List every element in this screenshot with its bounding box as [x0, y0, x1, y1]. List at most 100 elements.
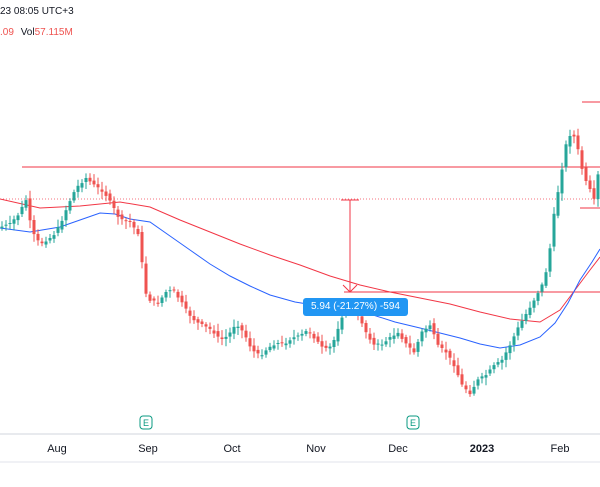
candle-body — [584, 167, 588, 181]
candle — [308, 327, 312, 339]
candle-body — [392, 335, 396, 339]
candle-body — [0, 226, 4, 228]
candle-body — [196, 319, 200, 323]
candle-body — [568, 136, 572, 147]
candle — [376, 339, 380, 351]
candle-body — [388, 337, 392, 340]
candle — [260, 349, 264, 360]
x-tick-label: Aug — [47, 443, 67, 455]
earnings-event-icon: E — [410, 418, 416, 428]
candle — [408, 335, 412, 355]
candle-body — [320, 341, 324, 347]
candle-body — [252, 345, 256, 352]
candle — [372, 332, 376, 350]
candle-body — [596, 174, 600, 200]
candle-body — [24, 200, 28, 208]
candle-body — [424, 328, 428, 333]
candle-body — [136, 229, 140, 235]
candle — [272, 340, 276, 351]
candle-body — [544, 272, 548, 286]
candle — [52, 231, 56, 243]
candle — [320, 334, 324, 354]
candle-body — [268, 346, 272, 351]
candle — [500, 355, 504, 370]
candle — [280, 335, 284, 347]
candle — [504, 347, 508, 368]
candle-body — [500, 359, 504, 363]
header-close: .09 — [0, 27, 14, 38]
candle — [88, 173, 92, 185]
price-range-measure[interactable] — [341, 199, 359, 293]
candle-body — [260, 355, 264, 357]
candle — [284, 337, 288, 350]
candle-body — [140, 232, 144, 263]
candle-body — [160, 297, 164, 303]
candle-body — [564, 144, 568, 168]
candle — [216, 323, 220, 343]
candle — [512, 332, 516, 352]
candle-body — [208, 326, 212, 329]
candle-body — [436, 333, 440, 345]
candle-body — [76, 185, 80, 192]
candle-body — [80, 183, 84, 188]
candle-body — [444, 349, 448, 353]
candle-body — [384, 341, 388, 345]
candle — [268, 342, 272, 353]
moving-averages — [0, 198, 600, 349]
candle-body — [588, 180, 592, 189]
candle — [136, 225, 140, 237]
header-ohlc-vol: .09 Vol57.115M — [0, 27, 73, 38]
candle-body — [68, 201, 72, 211]
candle — [364, 320, 368, 339]
candle-body — [372, 337, 376, 345]
candle-body — [472, 386, 476, 394]
candle — [584, 162, 588, 186]
candle — [432, 318, 436, 340]
candle-body — [536, 293, 540, 301]
candle — [96, 177, 100, 195]
candle — [532, 297, 536, 313]
candle-body — [108, 193, 112, 201]
candle-body — [508, 345, 512, 354]
candle-body — [580, 150, 584, 169]
candle-body — [276, 343, 280, 344]
candle-body — [408, 343, 412, 348]
candle-body — [432, 323, 436, 335]
earnings-event-sep[interactable]: E — [139, 415, 153, 430]
x-tick-label: Dec — [388, 443, 408, 455]
candle — [248, 331, 252, 352]
candle — [112, 196, 116, 215]
ma-fast-line[interactable] — [0, 212, 600, 349]
candle — [544, 268, 548, 288]
candle — [388, 332, 392, 348]
candle-body — [28, 198, 32, 221]
candle — [128, 213, 132, 228]
candle — [524, 309, 528, 325]
earnings-event-dec[interactable]: E — [406, 415, 420, 430]
candle — [472, 380, 476, 396]
candle — [384, 337, 388, 347]
candle-body — [552, 213, 556, 247]
candle-body — [16, 215, 20, 221]
candle-body — [476, 379, 480, 386]
candle — [68, 198, 72, 214]
candle — [292, 329, 296, 345]
candle-body — [48, 238, 52, 241]
candle — [324, 340, 328, 352]
ma-slow-line[interactable] — [0, 198, 600, 323]
candle — [496, 358, 500, 368]
candle — [592, 180, 596, 205]
candle-body — [404, 337, 408, 344]
candle-body — [504, 352, 508, 360]
candle — [428, 320, 432, 332]
candle — [84, 173, 88, 189]
candle-body — [100, 189, 104, 192]
candle-body — [296, 335, 300, 337]
candle-body — [112, 200, 116, 208]
candle — [76, 179, 80, 198]
candle-body — [540, 284, 544, 292]
candle-body — [440, 344, 444, 348]
candle — [140, 225, 144, 269]
candle-body — [488, 369, 492, 374]
